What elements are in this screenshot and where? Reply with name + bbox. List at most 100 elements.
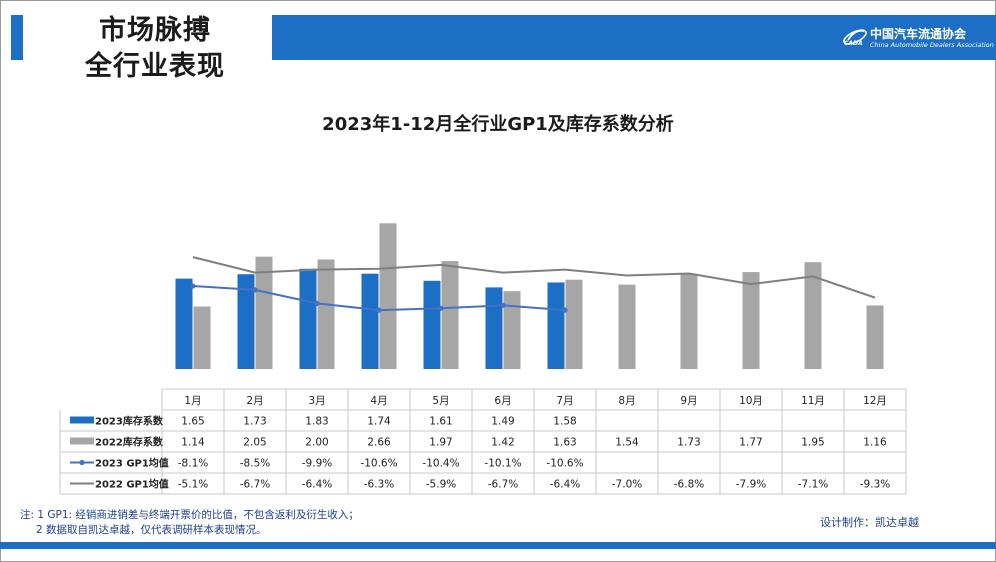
table-data-label: 1.95	[801, 437, 824, 449]
bar-2023-inventory	[423, 280, 441, 369]
point-2023-gp1	[252, 287, 258, 293]
bar-2022-inventory	[379, 223, 397, 369]
bar-2022-inventory	[804, 262, 822, 369]
point-2023-gp1	[562, 307, 568, 313]
bar-2022-inventory	[255, 256, 273, 369]
table-data-label: 1.14	[181, 437, 205, 449]
month-tick-label: 3月	[308, 395, 325, 407]
bar-2022-inventory	[503, 291, 521, 369]
table-data-label: 2.00	[305, 437, 328, 449]
header-accent-bar	[11, 15, 23, 60]
point-2023-gp1	[500, 302, 506, 308]
table-data-label: -8.5%	[240, 458, 270, 470]
table-data-label: 1.54	[615, 437, 639, 449]
bar-2022-inventory	[317, 259, 335, 369]
month-tick-label: 8月	[618, 395, 635, 407]
table-data-label: -6.7%	[488, 479, 518, 491]
month-tick-label: 2月	[246, 395, 263, 407]
month-tick-label: 9月	[680, 395, 697, 407]
table-data-label: -6.3%	[364, 479, 394, 491]
bar-2023-inventory	[237, 274, 255, 369]
bar-2023-inventory	[175, 278, 193, 369]
table-data-label: -6.4%	[550, 479, 580, 491]
footnote: 注: 1 GP1: 经销商进销差与终端开票价的比值，不包含返利及衍生收入； 2 …	[20, 508, 359, 538]
bar-2022-inventory	[866, 305, 884, 369]
table-data-label: 1.61	[429, 416, 452, 428]
design-credit: 设计制作：凯达卓越	[820, 516, 919, 529]
bar-2023-inventory	[299, 268, 317, 369]
table-data-label: 1.16	[863, 437, 887, 449]
table-data-label: -6.7%	[240, 479, 270, 491]
legend-key-2023-gp1-marker	[79, 459, 85, 466]
header-title-line1: 市场脉搏	[99, 15, 211, 46]
bar-2022-inventory	[565, 279, 583, 369]
table-data-label: -6.8%	[674, 479, 704, 491]
chart: 1月 2月 3月 4月 5月 6月 7月 8月 9月 10月 11月 12月 2023库存系数 1.65 1…	[59, 223, 907, 495]
cada-logo: CADA 中国汽车流通协会 China Automobile Dealers A…	[842, 23, 994, 55]
table-data-label: 1.65	[181, 416, 204, 428]
table-data-label: 1.74	[367, 416, 391, 428]
table-data-label: -10.6%	[360, 458, 397, 470]
table-data-label: -7.1%	[798, 479, 828, 491]
line-2022-gp1	[192, 256, 876, 299]
header-title-line2: 全行业表现	[85, 51, 225, 82]
table-data-label: 1.77	[739, 437, 762, 449]
legend-key-2022-inventory	[70, 437, 94, 445]
table-data-label: 1.73	[677, 437, 700, 449]
month-tick-label: 5月	[432, 395, 449, 407]
table-data-label: -10.4%	[422, 458, 459, 470]
table-data-label: -7.0%	[612, 479, 642, 491]
table-data-label: 1.97	[429, 437, 452, 449]
month-tick-label: 1月	[184, 395, 201, 407]
bar-2023-inventory	[485, 287, 503, 369]
footer-band	[0, 542, 996, 549]
table-data-label: 2.66	[367, 437, 391, 449]
footnote-line2: 2 数据取自凯达卓越，仅代表调研样本表现情况。	[36, 524, 267, 536]
legend-key-2023-inventory	[70, 416, 94, 424]
legend-entry: 2023 GP1均值	[95, 457, 169, 470]
table-data-label: 2.05	[243, 437, 266, 449]
footnote-line1: 注: 1 GP1: 经销商进销差与终端开票价的比值，不包含返利及衍生收入；	[20, 509, 359, 521]
legend-entry: 2022 GP1均值	[95, 478, 169, 491]
table-data-label: 1.83	[305, 416, 328, 428]
bar-2022-inventory	[193, 306, 211, 369]
table-data-label: -9.9%	[302, 458, 332, 470]
bar-2022-inventory	[618, 284, 636, 369]
logo-text-cn: 中国汽车流通协会	[870, 27, 967, 41]
table-data-label: -10.1%	[484, 458, 521, 470]
table-data-label: -10.6%	[546, 458, 583, 470]
month-tick-label: 12月	[863, 395, 887, 407]
bar-2023-inventory	[547, 282, 565, 369]
month-tick-label: 7月	[556, 395, 573, 407]
legend-entry: 2023库存系数	[95, 415, 164, 428]
table-data-label: -9.3%	[860, 479, 890, 491]
point-2023-gp1	[376, 307, 382, 313]
month-tick-label: 6月	[494, 395, 511, 407]
bar-2022-inventory	[742, 272, 760, 369]
table-data-label: 1.49	[491, 416, 514, 428]
table-data-label: 1.63	[553, 437, 576, 449]
legend-entry: 2022库存系数	[95, 436, 164, 449]
table-data-label: -5.9%	[426, 479, 456, 491]
bar-2023-inventory	[361, 273, 379, 369]
month-tick-label: 11月	[801, 395, 825, 407]
table-data-label: -6.4%	[302, 479, 332, 491]
cada-logo-mark-text: CADA	[844, 40, 863, 47]
logo-text-en: China Automobile Dealers Association	[870, 41, 994, 49]
month-tick-label: 10月	[739, 395, 763, 407]
cada-logo-icon: CADA	[843, 29, 867, 47]
bar-2022-inventory	[441, 261, 459, 369]
table-data-label: 1.42	[491, 437, 514, 449]
header-title: 市场脉搏 全行业表现	[55, 13, 255, 85]
table-data-label: -7.9%	[736, 479, 766, 491]
table-data-label: -8.1%	[178, 458, 208, 470]
chart-title: 2023年1-12月全行业GP1及库存系数分析	[322, 114, 674, 135]
month-tick-label: 4月	[370, 395, 387, 407]
table-data-label: -5.1%	[178, 479, 208, 491]
table-data-label: 1.73	[243, 416, 266, 428]
header-band	[272, 15, 996, 60]
point-2023-gp1	[438, 305, 444, 311]
bar-2022-inventory	[680, 274, 698, 369]
table-data-label: 1.58	[553, 416, 576, 428]
point-2023-gp1	[314, 300, 320, 306]
